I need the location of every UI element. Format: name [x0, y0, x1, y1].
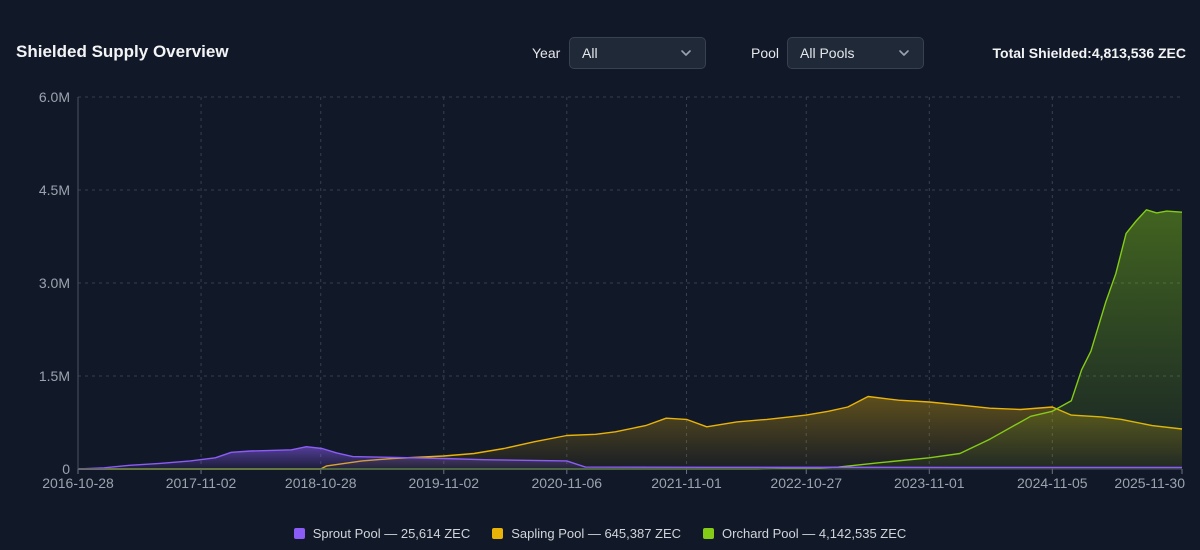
series-area-orchard: [78, 209, 1182, 470]
page-title: Shielded Supply Overview: [16, 42, 229, 61]
legend-label-sprout: Sprout Pool — 25,614 ZEC: [312, 526, 471, 541]
x-tick-label: 2016-10-28: [42, 475, 114, 491]
legend-item-sprout[interactable]: Sprout Pool — 25,614 ZEC: [293, 526, 471, 541]
total-shielded-label: Total Shielded:: [992, 45, 1092, 61]
legend-swatch-orchard: [703, 528, 715, 539]
total-shielded-value: 4,813,536 ZEC: [1091, 45, 1186, 61]
shielded-supply-chart: 0 1.5M 3.0M 4.5M 6.0M 2016-10-28 2017-11-02 201…: [39, 89, 1185, 491]
total-shielded: Total Shielded:4,813,536 ZEC: [993, 45, 1186, 61]
year-select-value: All: [582, 45, 598, 61]
series-line-sapling: [78, 395, 1183, 470]
series-area-sprout: [78, 446, 1182, 469]
legend-item-orchard[interactable]: Orchard Pool — 4,142,535 ZEC: [703, 526, 906, 541]
series-line-orchard: [78, 209, 1183, 470]
x-tick-label: 2017-11-02: [166, 475, 237, 491]
pool-filter-label: Pool: [751, 45, 780, 61]
y-tick-label: 6.0M: [39, 89, 70, 105]
pool-select[interactable]: All Pools: [787, 37, 924, 69]
x-tick-label: 2020-11-06: [532, 475, 603, 491]
y-tick-label: 1.5M: [39, 368, 70, 384]
year-select[interactable]: All: [569, 37, 706, 69]
series-layer: [77, 209, 1183, 470]
legend-swatch-sprout: [293, 528, 305, 539]
legend-label-orchard: Orchard Pool — 4,142,535 ZEC: [722, 526, 907, 541]
series-line-sprout: [77, 446, 1182, 470]
year-filter-label: Year: [532, 45, 561, 61]
chevron-down-icon: [681, 50, 691, 56]
x-tick-label: 2025-11-30: [1114, 475, 1185, 491]
x-tick-label: 2021-11-01: [651, 475, 722, 491]
grid: [78, 96, 1182, 469]
pool-select-value: All Pools: [800, 45, 855, 61]
x-tick-label: 2023-11-01: [894, 475, 965, 491]
series-area-sapling: [78, 396, 1182, 469]
x-tick-label: 2024-11-05: [1017, 475, 1088, 491]
legend-swatch-sapling: [492, 528, 504, 539]
y-tick-label: 4.5M: [39, 182, 70, 198]
legend: Sprout Pool — 25,614 ZEC Sapling Pool — …: [0, 526, 1200, 541]
x-tick-label: 2022-10-27: [770, 475, 842, 491]
axes: 0 1.5M 3.0M 4.5M 6.0M 2016-10-28 2017-11-02 201…: [39, 89, 1185, 491]
legend-label-sapling: Sapling Pool — 645,387 ZEC: [511, 526, 682, 541]
chevron-down-icon: [899, 50, 909, 56]
x-tick-label: 2019-11-02: [408, 475, 479, 491]
y-tick-label: 3.0M: [39, 275, 70, 291]
x-tick-label: 2018-10-28: [285, 475, 357, 491]
y-tick-label: 0: [62, 461, 70, 477]
legend-item-sapling[interactable]: Sapling Pool — 645,387 ZEC: [492, 526, 681, 541]
